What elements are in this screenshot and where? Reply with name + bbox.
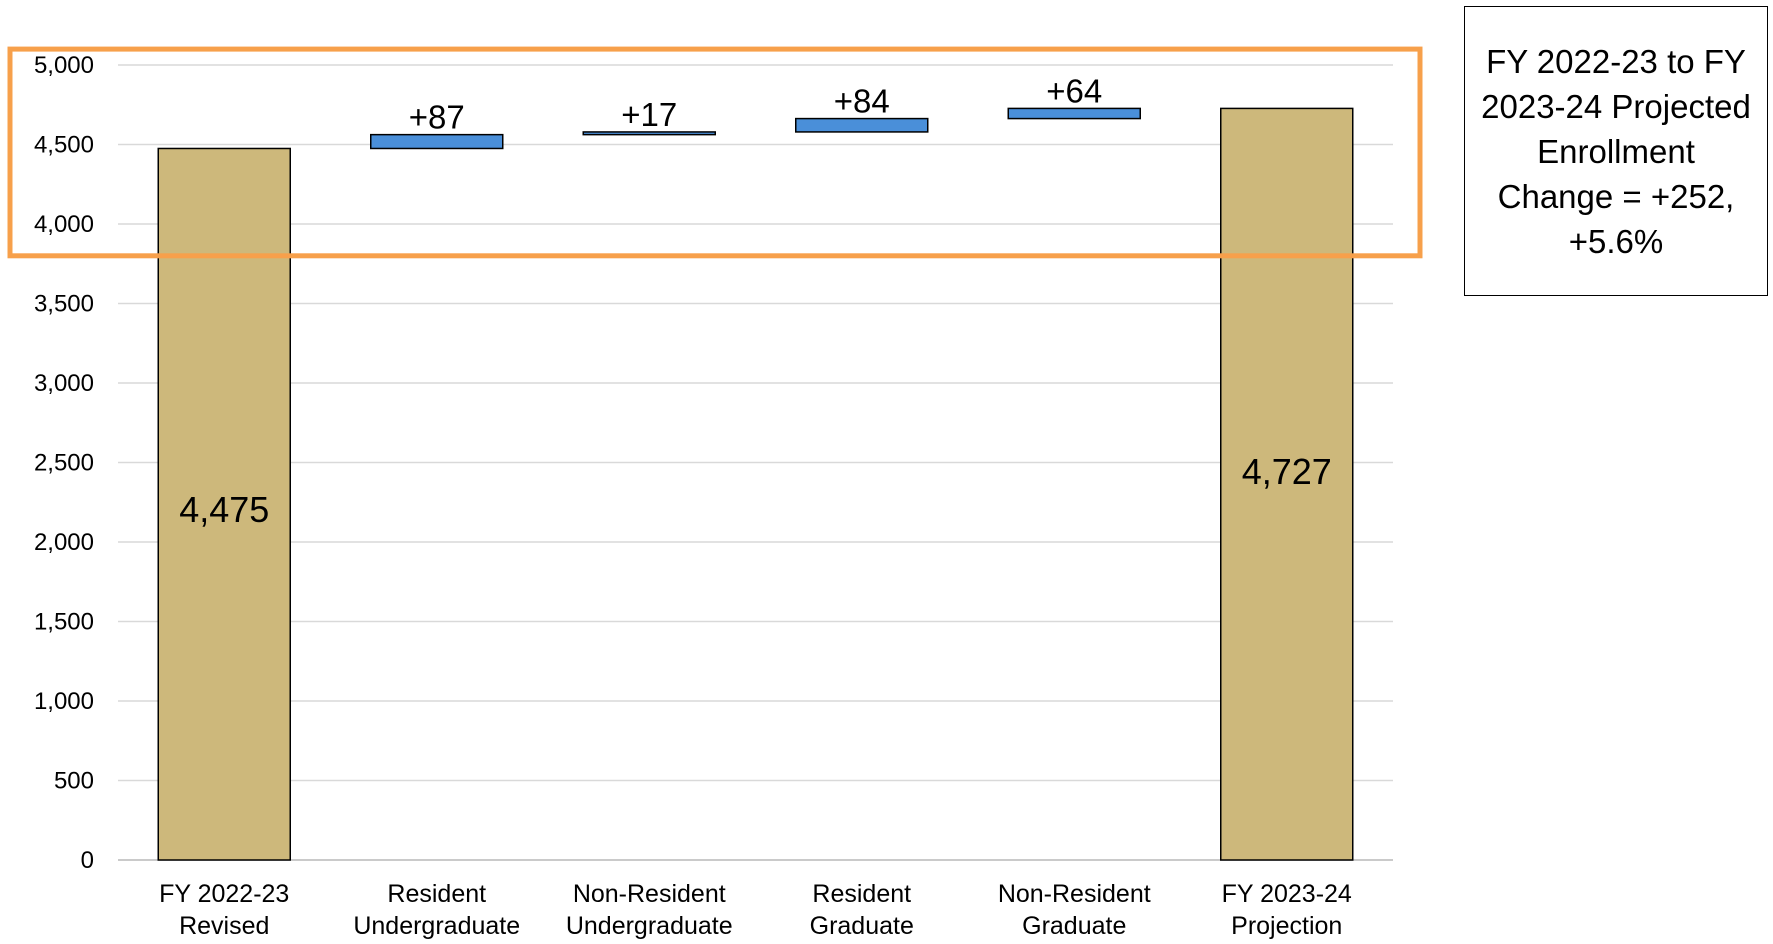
delta-bar <box>1007 107 1141 120</box>
category-label: Undergraduate <box>353 912 520 940</box>
enrollment-change-text: FY 2022-23 to FY 2023-24 Projected Enrol… <box>1481 42 1751 260</box>
category-label: Revised <box>179 912 269 940</box>
category-label: Resident <box>812 880 911 908</box>
category-label: Projection <box>1231 912 1342 940</box>
category-label: Non-Resident <box>998 880 1151 908</box>
delta-bar <box>370 133 504 150</box>
delta-bar-value-label: +84 <box>834 83 890 120</box>
total-bar-value-label: 4,727 <box>1242 451 1332 492</box>
highlight-box <box>7 46 1423 259</box>
category-label: Resident <box>387 880 486 908</box>
category-label: Non-Resident <box>573 880 726 908</box>
delta-bar-value-label: +17 <box>621 96 677 133</box>
y-tick-label: 4,500 <box>34 132 94 159</box>
category-label: Graduate <box>1022 912 1126 940</box>
y-tick-label: 1,000 <box>34 688 94 715</box>
y-tick-label: 4,000 <box>34 211 94 238</box>
y-tick-label: 5,000 <box>34 52 94 79</box>
delta-bar <box>582 131 716 136</box>
y-tick-label: 2,500 <box>34 450 94 477</box>
y-tick-label: 500 <box>54 768 94 795</box>
delta-bar-value-label: +87 <box>409 99 465 136</box>
y-tick-label: 1,500 <box>34 609 94 636</box>
delta-bar-value-label: +64 <box>1046 72 1102 109</box>
category-label: Undergraduate <box>566 912 733 940</box>
y-tick-label: 2,000 <box>34 529 94 556</box>
y-tick-label: 0 <box>81 847 94 874</box>
total-bar <box>157 147 291 861</box>
y-tick-label: 3,500 <box>34 291 94 318</box>
category-label: FY 2023-24 <box>1222 880 1352 908</box>
total-bar-value-label: 4,475 <box>179 489 269 530</box>
category-label: Graduate <box>810 912 914 940</box>
category-label: FY 2022-23 <box>159 880 289 908</box>
delta-bar <box>795 117 929 133</box>
enrollment-change-annotation: FY 2022-23 to FY 2023-24 Projected Enrol… <box>1464 6 1768 296</box>
total-bar <box>1220 107 1354 861</box>
y-tick-label: 3,000 <box>34 370 94 397</box>
